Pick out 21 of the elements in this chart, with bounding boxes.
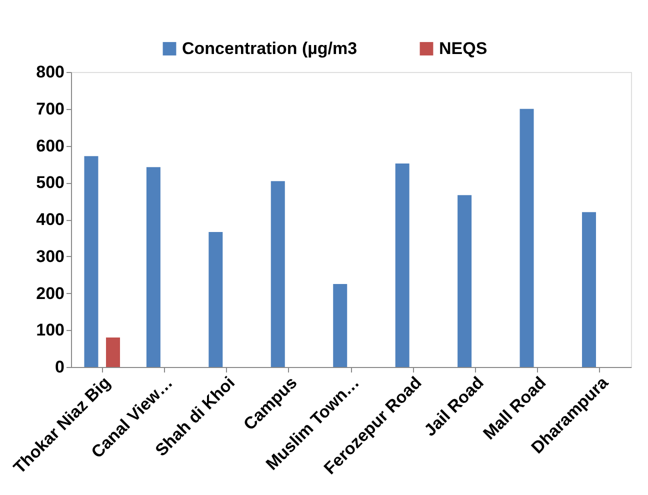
legend-label: NEQS [439,38,488,58]
bar [395,163,410,367]
y-tick-label: 800 [36,62,64,82]
bar [333,284,348,367]
bar [106,338,120,367]
bar [208,232,223,367]
y-tick-label: 600 [36,136,64,156]
bar [146,167,160,367]
bar [458,195,472,367]
bar [520,108,534,367]
y-tick-label: 200 [36,284,64,303]
y-tick-label: 400 [36,210,64,229]
y-tick-label: 0 [55,358,64,376]
y-tick-label: 700 [36,99,64,118]
legend-label: Concentration (µg/m3 [182,38,358,58]
y-tick-label: 300 [36,246,64,266]
y-tick-label: 500 [36,173,64,192]
bar [84,156,98,367]
y-tick-label: 100 [36,320,64,340]
bar [582,212,596,367]
bar [270,181,285,367]
